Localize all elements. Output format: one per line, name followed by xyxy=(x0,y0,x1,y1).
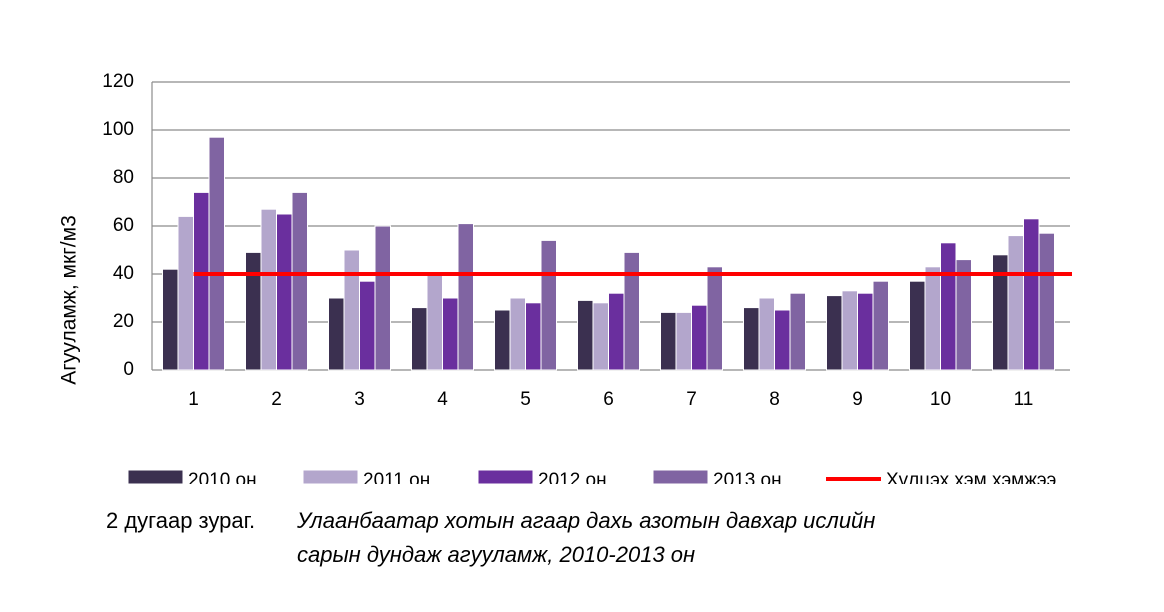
caption-line: Улаанбаатар хотын агаар дахь азотын давх… xyxy=(296,508,875,533)
legend-swatch xyxy=(477,469,534,484)
x-tick-label: 1 xyxy=(188,389,199,410)
legend-swatch xyxy=(127,469,184,484)
bar xyxy=(509,297,526,371)
y-tick-label: 20 xyxy=(113,311,134,332)
legend-label: 2013 он xyxy=(713,470,782,491)
bar xyxy=(328,297,345,371)
legend-label: 2010 он xyxy=(188,470,257,491)
bar xyxy=(660,311,677,371)
y-tick-label: 0 xyxy=(123,359,134,380)
bar xyxy=(924,266,941,371)
bar xyxy=(955,259,972,371)
bar xyxy=(1038,232,1055,371)
bar xyxy=(592,302,609,371)
x-tick-label: 9 xyxy=(852,389,863,410)
caption-label: 2 дугаар зураг. xyxy=(106,508,255,533)
x-tick-label: 6 xyxy=(603,389,614,410)
x-tick-label: 4 xyxy=(437,389,448,410)
x-tick-label: 2 xyxy=(271,389,282,410)
bar xyxy=(872,280,889,371)
bar xyxy=(789,292,806,371)
y-tick-label: 120 xyxy=(102,71,134,92)
bar xyxy=(1023,218,1040,371)
bar xyxy=(162,268,179,371)
legend: 2010 он 2011 он 2012 он 2013 он Хүлцэх хэм х… xyxy=(127,469,1056,491)
y-tick-label: 40 xyxy=(113,263,134,284)
bar xyxy=(442,297,459,371)
y-tick-label: 100 xyxy=(102,119,134,140)
legend-label: 2012 он xyxy=(538,470,607,491)
bar xyxy=(758,297,775,371)
x-tick-label: 5 xyxy=(520,389,531,410)
x-tick-label: 11 xyxy=(1014,389,1034,410)
bar xyxy=(706,266,723,371)
bar xyxy=(411,307,428,371)
bar xyxy=(525,302,542,371)
bar xyxy=(608,292,625,371)
bar xyxy=(675,311,692,371)
bar xyxy=(940,242,957,371)
bar xyxy=(691,304,708,371)
legend-swatch xyxy=(652,469,709,484)
bar xyxy=(857,292,874,371)
caption-line: сарын дундаж агууламж, 2010-2013 он xyxy=(297,542,695,567)
bar xyxy=(909,280,926,371)
bar xyxy=(343,249,360,371)
legend-swatch xyxy=(302,469,359,484)
bar xyxy=(494,309,511,371)
bar xyxy=(826,295,843,371)
bar xyxy=(743,307,760,371)
legend-label: Хүлцэх хэм хэмжээ xyxy=(886,470,1056,491)
x-tick-label: 8 xyxy=(769,389,780,410)
bar xyxy=(623,251,640,371)
bar xyxy=(426,273,443,371)
y-axis-label: Агууламж, мкг/м3 xyxy=(58,215,81,385)
bar xyxy=(245,251,262,371)
bar xyxy=(359,280,376,371)
bar xyxy=(177,215,194,371)
bar xyxy=(841,290,858,371)
bar xyxy=(577,299,594,371)
bar xyxy=(208,136,225,371)
bar xyxy=(1007,235,1024,371)
x-tick-label: 7 xyxy=(686,389,697,410)
bar xyxy=(457,223,474,371)
y-tick-label: 60 xyxy=(113,215,134,236)
bar xyxy=(291,191,308,371)
bar xyxy=(276,213,293,371)
bar xyxy=(193,191,210,371)
bar xyxy=(540,239,557,371)
legend-label: 2011 он xyxy=(363,470,430,491)
bar xyxy=(260,208,277,371)
bar xyxy=(774,309,791,371)
x-tick-label: 3 xyxy=(354,389,365,410)
y-tick-label: 80 xyxy=(113,167,134,188)
bar xyxy=(374,225,391,371)
x-tick-label: 10 xyxy=(930,389,951,410)
